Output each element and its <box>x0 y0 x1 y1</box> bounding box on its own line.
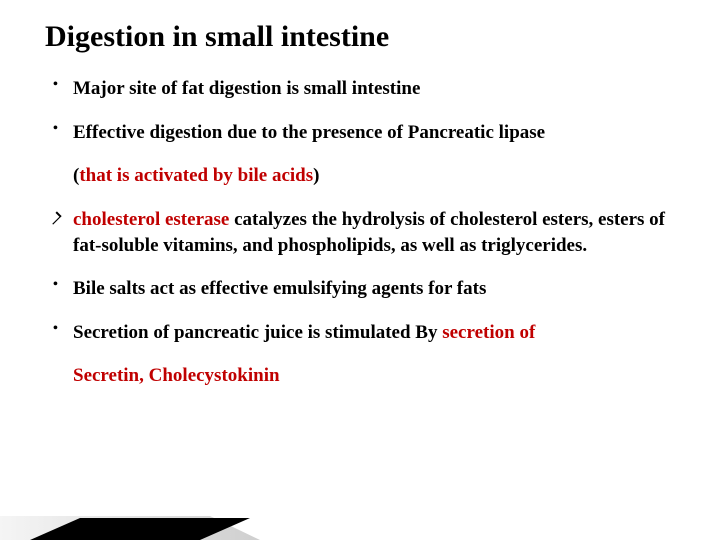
decor-line <box>30 518 250 540</box>
bullet-item: cholesterol esterase catalyzes the hydro… <box>45 207 675 258</box>
text-segment: that is activated by bile acids <box>79 165 313 186</box>
decor-band <box>0 516 260 540</box>
text-segment: ) <box>313 165 319 186</box>
text-segment: cholesterol esterase <box>73 209 229 230</box>
corner-decor <box>0 504 280 540</box>
text-segment: Secretin, Cholecystokinin <box>73 365 280 386</box>
text-segment: Bile salts act as effective emulsifying … <box>73 278 486 299</box>
continuation-line: (that is activated by bile acids) <box>73 163 675 189</box>
slide-title: Digestion in small intestine <box>45 20 675 54</box>
continuation-line: Secretin, Cholecystokinin <box>73 363 675 389</box>
text-segment: Secretion of pancreatic juice is stimula… <box>73 322 442 343</box>
text-segment: Major site of fat digestion is small int… <box>73 78 420 99</box>
bullet-list: Major site of fat digestion is small int… <box>45 76 675 389</box>
bullet-item: Bile salts act as effective emulsifying … <box>45 276 675 302</box>
bullet-item: Major site of fat digestion is small int… <box>45 76 675 102</box>
slide: Digestion in small intestine Major site … <box>0 0 720 540</box>
text-segment: secretion of <box>442 322 535 343</box>
text-segment: Effective digestion due to the presence … <box>73 122 545 143</box>
bullet-item: Secretion of pancreatic juice is stimula… <box>45 320 675 346</box>
bullet-item: Effective digestion due to the presence … <box>45 120 675 146</box>
